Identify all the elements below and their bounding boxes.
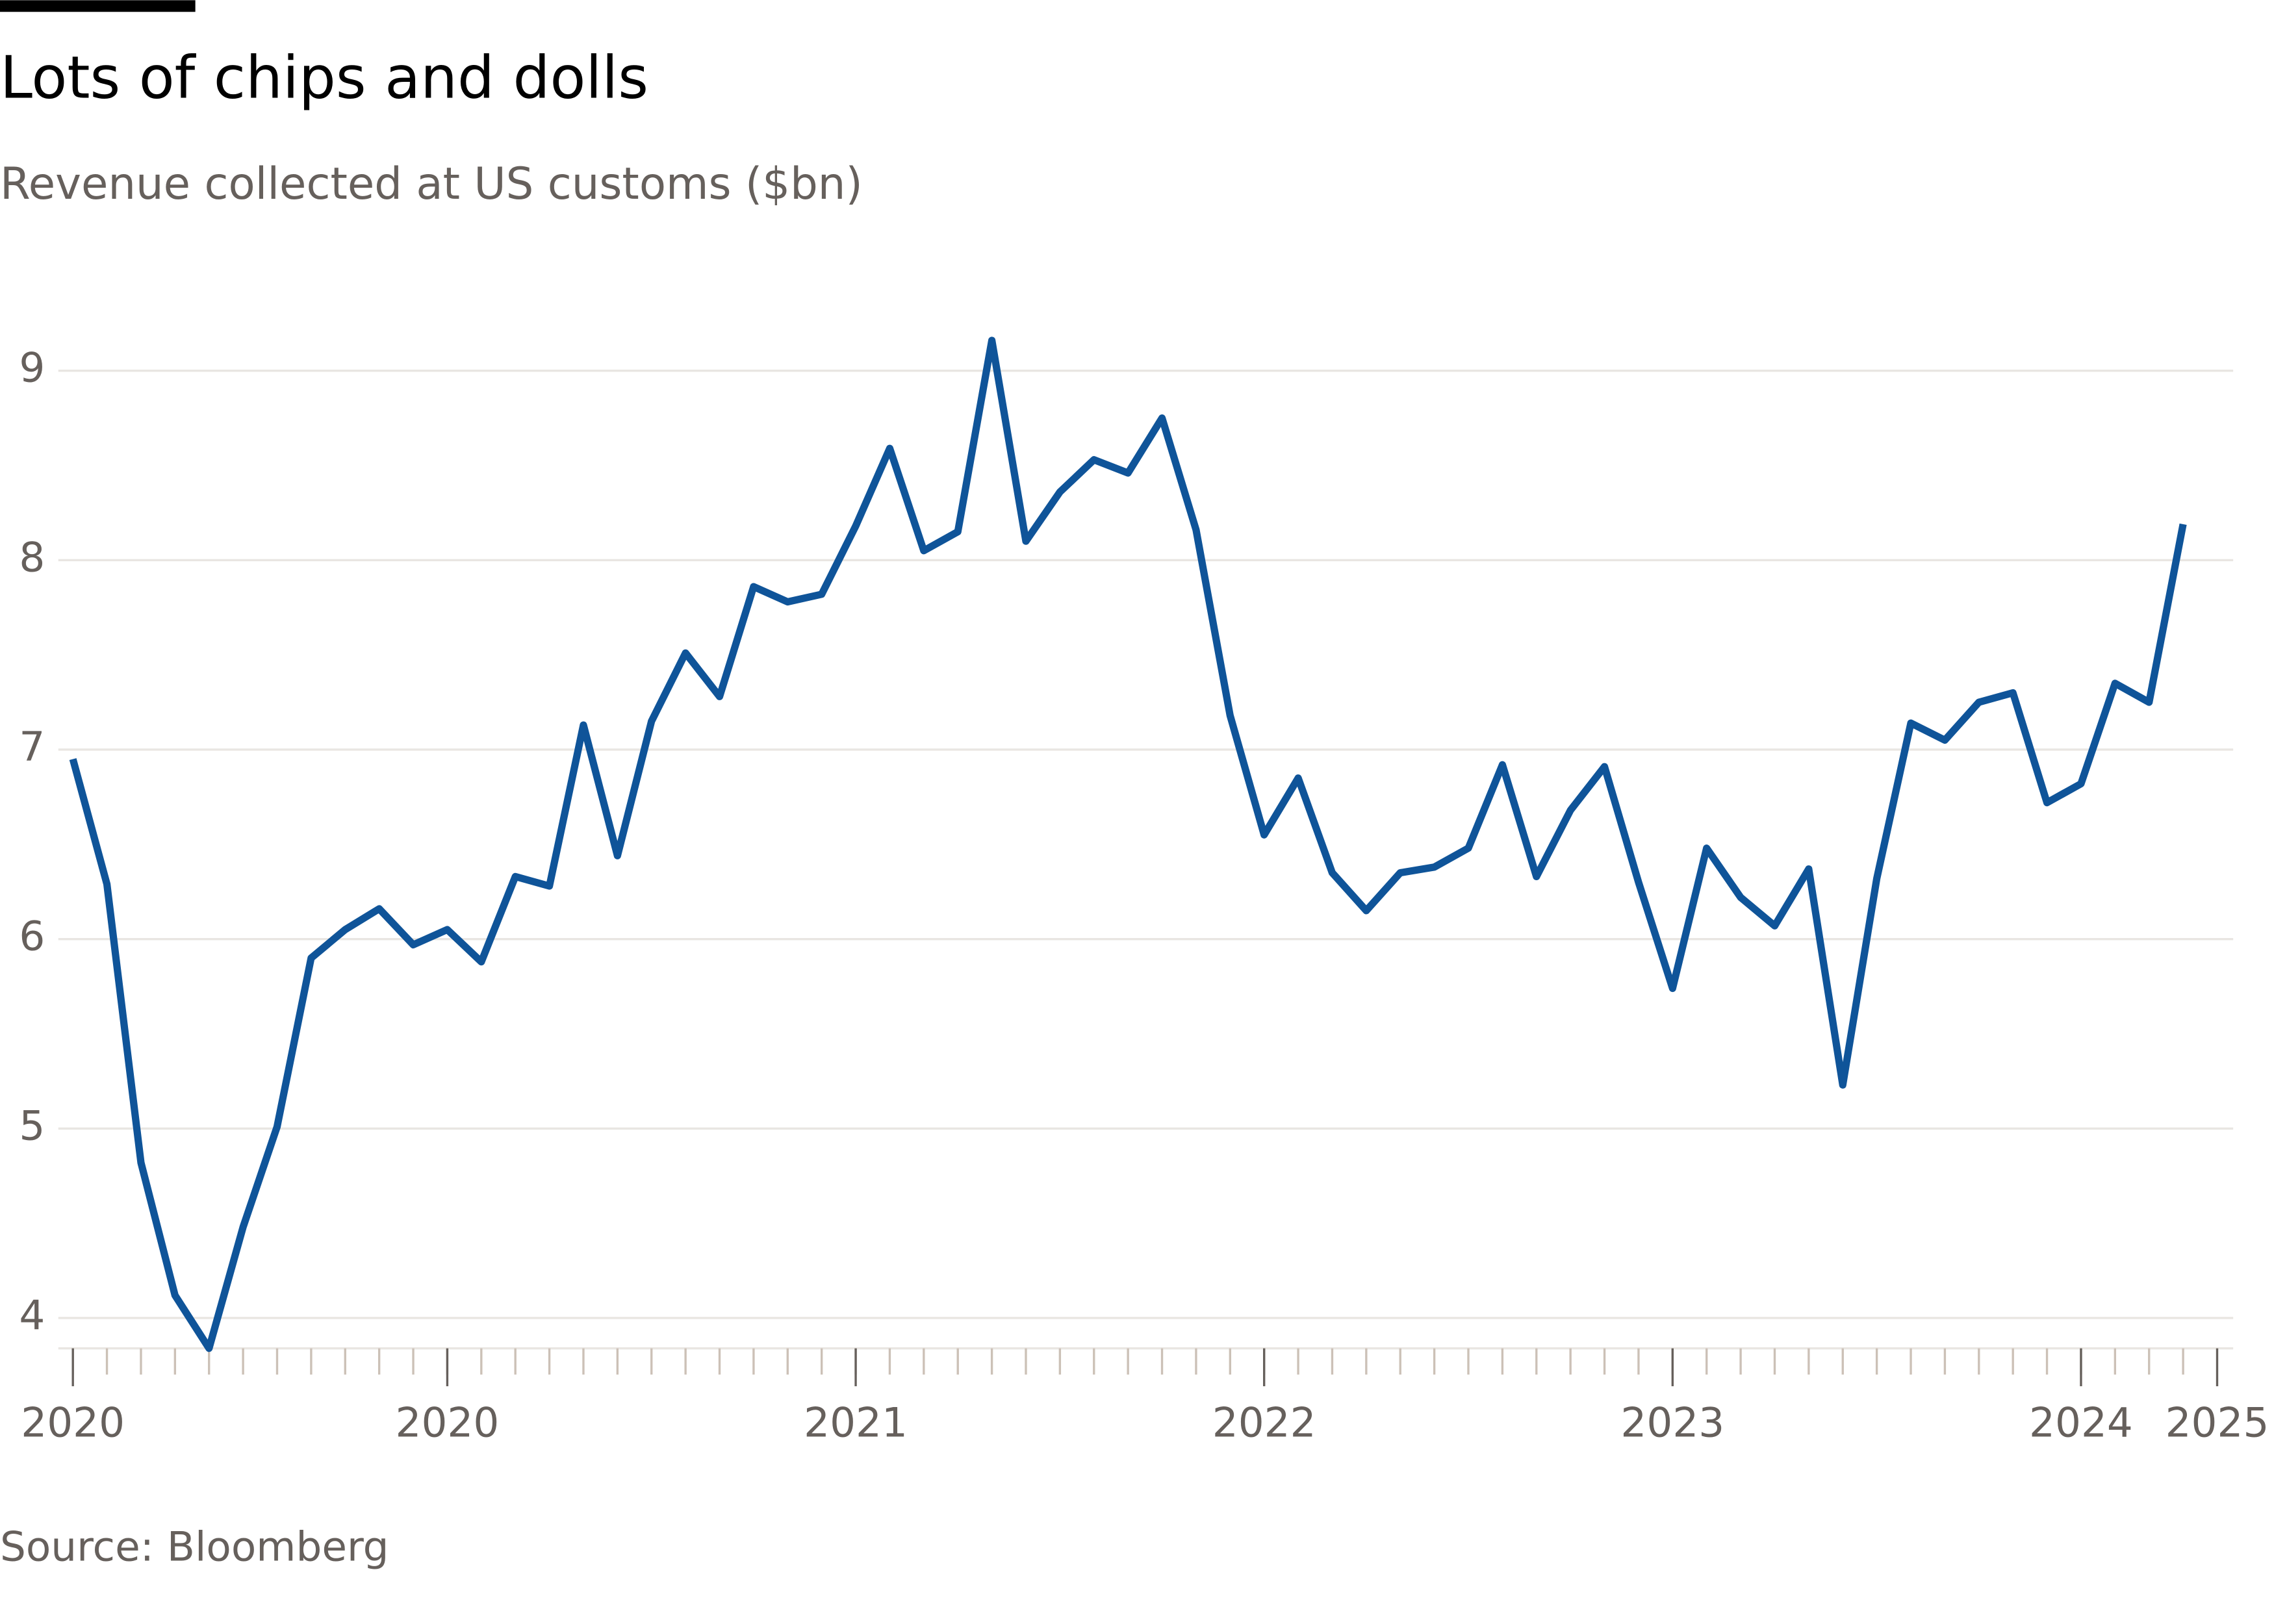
y-tick-label: 9 [19, 344, 45, 392]
x-tick-label: 2025 [2165, 1399, 2269, 1447]
x-tick-label: 2024 [2029, 1399, 2133, 1447]
y-tick-label: 5 [19, 1102, 45, 1149]
source: Source: Bloomberg [0, 1523, 389, 1570]
x-tick-label: 2021 [804, 1399, 908, 1447]
x-tick-label: 2023 [1620, 1399, 1724, 1447]
x-tick-label: 2020 [21, 1399, 125, 1447]
y-tick-label: 6 [19, 913, 45, 960]
x-tick-label: 2020 [395, 1399, 499, 1447]
brand-bar [0, 0, 196, 12]
y-tick-label: 4 [19, 1291, 45, 1339]
x-tick-label: 2022 [1212, 1399, 1316, 1447]
chart-subtitle: Revenue collected at US customs ($bn) [0, 159, 863, 209]
data-line [69, 336, 2187, 1352]
y-tick-label: 7 [19, 723, 45, 770]
chart-title: Lots of chips and dolls [0, 44, 648, 112]
y-tick-label: 8 [19, 533, 45, 581]
